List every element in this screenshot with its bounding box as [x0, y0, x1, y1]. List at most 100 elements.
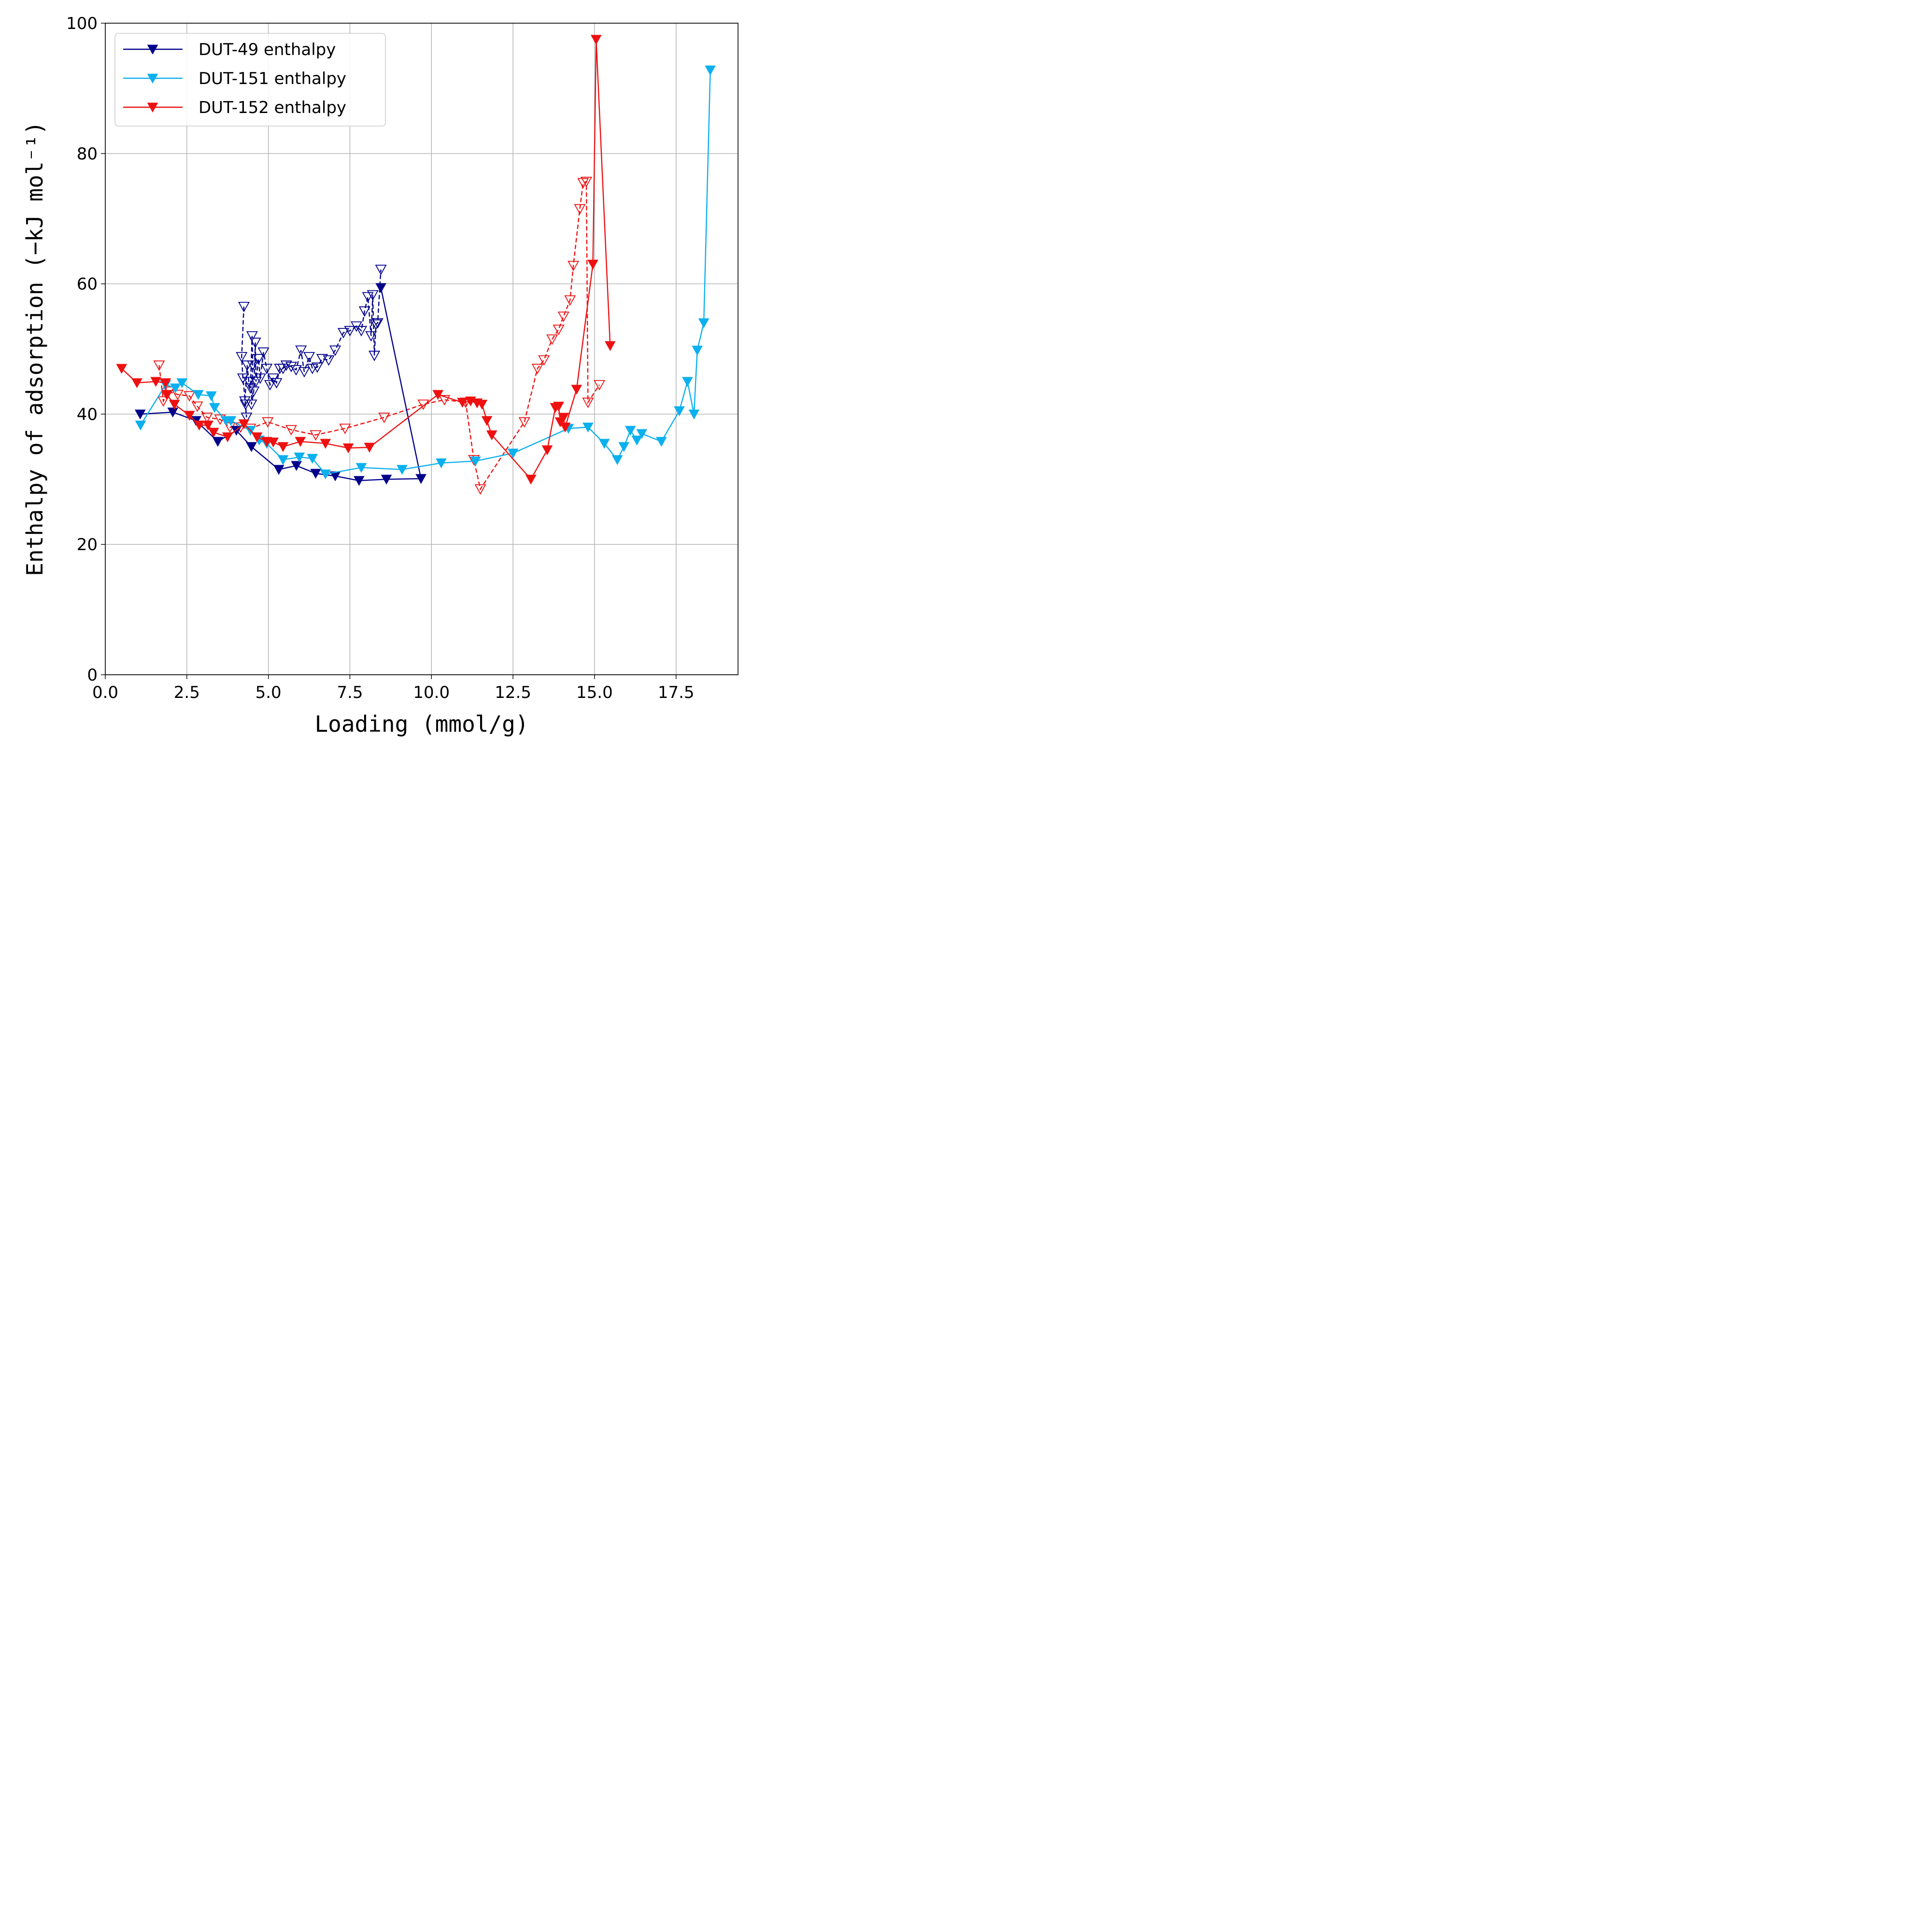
data-point: [184, 411, 195, 421]
y-tick-label: 40: [77, 405, 98, 424]
data-point: [320, 439, 331, 449]
data-point: [316, 354, 328, 365]
data-point: [531, 364, 543, 374]
data-point: [439, 395, 451, 406]
data-point: [705, 65, 716, 76]
legend-marker: [147, 44, 158, 55]
x-tick-label: 17.5: [658, 683, 695, 702]
data-point: [593, 380, 606, 391]
data-point: [378, 412, 390, 423]
data-point: [674, 406, 685, 416]
data-point: [432, 390, 444, 400]
data-point: [558, 412, 569, 423]
data-point: [507, 448, 519, 459]
data-point: [208, 427, 219, 438]
data-point: [571, 384, 582, 395]
data-point: [194, 420, 205, 431]
data-point: [598, 439, 610, 449]
data-point: [559, 422, 571, 433]
series-dut-152-enthalpy: [116, 35, 616, 485]
data-point: [131, 378, 142, 388]
series-series-4: [153, 176, 606, 495]
data-point: [692, 345, 703, 356]
data-point: [355, 326, 368, 337]
data-point: [193, 390, 204, 400]
data-point: [611, 455, 623, 465]
data-point: [397, 465, 408, 475]
data-point: [169, 399, 180, 410]
data-point: [285, 425, 297, 436]
data-point: [375, 265, 387, 275]
legend-label: DUT-152 enthalpy: [199, 98, 346, 117]
data-point: [298, 367, 310, 378]
data-point: [290, 365, 302, 376]
data-point: [251, 432, 263, 442]
data-point: [541, 445, 553, 455]
data-point: [365, 331, 377, 342]
x-tick-label: 2.5: [174, 683, 200, 702]
data-point: [236, 352, 248, 363]
data-point: [486, 430, 497, 440]
x-tick-label: 10.0: [413, 683, 450, 702]
data-point: [277, 442, 289, 452]
data-point: [354, 476, 365, 486]
data-point: [371, 318, 384, 329]
data-point: [655, 437, 667, 447]
data-point: [135, 420, 146, 431]
data-point: [184, 391, 196, 402]
y-tick-label: 20: [77, 535, 98, 554]
data-point: [212, 437, 224, 447]
data-point: [457, 398, 468, 408]
legend-label: DUT-151 enthalpy: [199, 69, 346, 88]
data-point: [604, 341, 616, 351]
data-point: [320, 469, 331, 480]
data-point: [553, 325, 565, 335]
legend-box: [114, 33, 386, 127]
data-point: [253, 354, 265, 365]
data-point: [240, 399, 252, 410]
data-point: [246, 442, 257, 452]
x-axis-label: Loading (mmol/g): [314, 711, 528, 737]
data-point: [481, 416, 493, 426]
data-point: [538, 355, 550, 366]
data-point: [310, 469, 321, 479]
data-point: [157, 396, 170, 407]
x-tick-label: 15.0: [576, 683, 613, 702]
data-point: [134, 409, 146, 420]
data-point: [291, 461, 302, 471]
legend: DUT-49 enthalpy DUT-151 enthalpy DUT-152 e…: [114, 33, 386, 127]
data-point: [370, 319, 382, 330]
series-dut-151-enthalpy: [135, 65, 716, 480]
data-point: [238, 419, 250, 429]
data-point: [688, 409, 700, 420]
data-point: [375, 283, 386, 293]
data-point: [567, 261, 580, 271]
data-point: [257, 347, 270, 358]
data-point: [273, 465, 284, 475]
data-point: [582, 398, 594, 408]
data-point: [170, 384, 181, 394]
data-point: [246, 331, 258, 342]
data-point: [202, 420, 214, 431]
data-point: [250, 377, 262, 387]
data-point: [342, 443, 354, 454]
data-point: [362, 292, 374, 303]
data-point: [631, 435, 643, 446]
data-point: [280, 360, 292, 371]
data-point: [369, 351, 381, 361]
data-point: [167, 407, 179, 418]
data-point: [307, 454, 318, 464]
data-point: [358, 306, 370, 317]
data-point: [470, 456, 481, 467]
data-point: [160, 378, 171, 388]
series-line: [241, 269, 382, 418]
legend-marker: [147, 102, 158, 113]
data-point: [247, 360, 259, 371]
axes-frame: [105, 23, 739, 675]
data-point: [557, 312, 569, 322]
data-point: [337, 327, 349, 339]
data-point: [241, 412, 253, 423]
data-point: [590, 35, 602, 45]
data-point: [329, 345, 341, 356]
ticks: 0.0 2.5 5.0 7.5 10.0 12.5 15.0 17.5 0 20 40 60 80 100: [66, 14, 694, 702]
